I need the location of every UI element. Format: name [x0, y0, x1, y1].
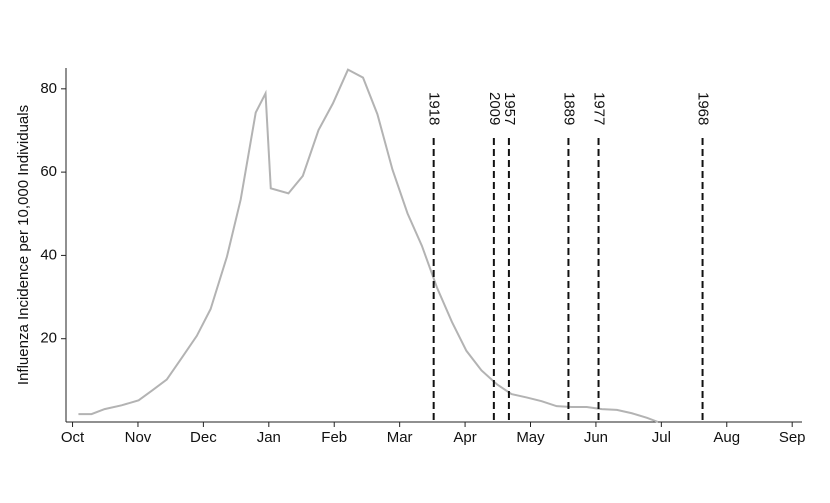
x-tick-label: Dec — [190, 429, 217, 446]
x-tick-label: Jun — [584, 429, 608, 446]
x-tick-label: Aug — [713, 429, 740, 446]
event-label: 2009 — [486, 92, 503, 125]
x-tick-label: Jul — [652, 429, 671, 446]
x-tick-label: Jan — [257, 429, 281, 446]
x-tick-label: Mar — [387, 429, 413, 446]
x-tick-label: Feb — [321, 429, 347, 446]
event-label: 1889 — [560, 92, 577, 125]
event-label: 1918 — [426, 92, 443, 125]
event-label: 1957 — [501, 92, 518, 125]
y-tick-label: 40 — [40, 246, 57, 263]
x-tick-label: Oct — [61, 429, 85, 446]
y-tick-label: 80 — [40, 80, 57, 97]
y-tick-label: 20 — [40, 330, 57, 347]
x-tick-label: Nov — [125, 429, 152, 446]
data-line — [78, 68, 659, 423]
x-tick-label: Apr — [453, 429, 476, 446]
x-tick-label: Sep — [779, 429, 806, 446]
event-label: 1968 — [695, 92, 712, 125]
x-tick-label: May — [516, 429, 545, 446]
event-label: 1977 — [591, 92, 608, 125]
y-axis-label: Influenza Incidence per 10,000 Individua… — [15, 105, 32, 385]
y-tick-label: 60 — [40, 163, 57, 180]
